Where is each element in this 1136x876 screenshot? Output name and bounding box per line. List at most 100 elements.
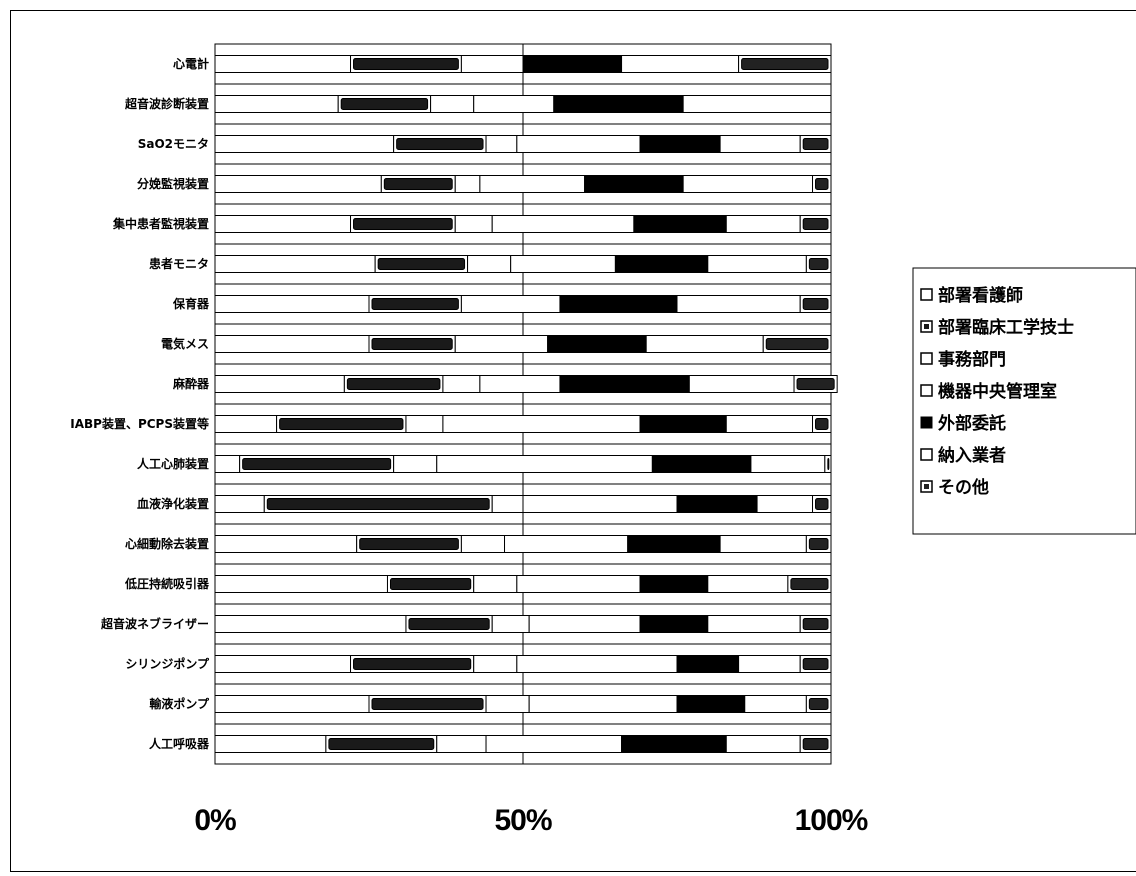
category-label: 保育器 <box>172 296 210 311</box>
bar-segment <box>460 535 506 553</box>
category-label: 血液浄化装置 <box>137 496 209 511</box>
category-label: 超音波診断装置 <box>124 96 209 111</box>
legend-swatch <box>920 416 933 429</box>
bar-segment-fill <box>802 738 829 750</box>
bar-segment <box>682 95 832 113</box>
legend-label: 部署看護師 <box>938 285 1023 306</box>
bar-segment <box>522 55 623 73</box>
bar-segment <box>442 415 641 433</box>
bar-segment <box>676 695 746 713</box>
bar-segment <box>214 495 265 513</box>
bar-segment-fill <box>802 298 829 310</box>
category-label: 電気メス <box>161 336 209 351</box>
bar-segment <box>214 415 278 433</box>
bar-segment-fill <box>808 698 829 710</box>
bar-segment <box>738 655 801 673</box>
bar-segment <box>214 655 352 673</box>
bar-segment <box>214 455 241 473</box>
bar-segment <box>651 455 752 473</box>
bar-segment <box>756 495 814 513</box>
bar-segment <box>214 735 327 753</box>
bar-segment <box>522 495 678 513</box>
bar-segment <box>547 335 647 353</box>
bar-segment <box>614 255 709 273</box>
category-label: シリンジポンプ <box>125 656 210 671</box>
bar-segment <box>725 415 814 433</box>
bar-segment-fill <box>802 218 829 230</box>
bar-segment <box>645 335 764 353</box>
bar-segment <box>214 175 382 193</box>
bar-segment <box>460 55 524 73</box>
legend-swatch <box>920 288 933 301</box>
bar-segment-fill <box>802 138 829 150</box>
bar-segment-fill <box>802 658 829 670</box>
bar-segment <box>639 135 721 153</box>
bar-segment <box>479 175 586 193</box>
bar-segment <box>436 735 487 753</box>
bar-segment <box>688 375 795 393</box>
legend-label: 機器中央管理室 <box>938 381 1057 402</box>
legend-label: 外部委託 <box>938 413 1006 434</box>
bar-segment <box>491 495 524 513</box>
legend-swatch-fill <box>924 484 929 489</box>
bar-segment <box>676 655 740 673</box>
bar-segment-fill <box>796 378 835 390</box>
bar-segment-fill <box>353 218 453 230</box>
bar-segment <box>214 695 370 713</box>
bar-segment <box>214 95 339 113</box>
bar-segment-fill <box>346 378 441 390</box>
bar-segment-fill <box>741 58 829 70</box>
bar-segment <box>639 615 709 633</box>
bar-segment <box>491 215 635 233</box>
bar-segment <box>436 455 653 473</box>
legend-swatch-fill <box>924 324 929 329</box>
bar-segment <box>473 95 555 113</box>
bar-segment <box>473 655 518 673</box>
bar-segment <box>454 175 481 193</box>
bar-segment <box>454 215 493 233</box>
bar-segment <box>553 95 684 113</box>
bar-segment <box>750 455 826 473</box>
bar-segment <box>676 295 801 313</box>
bar-segment <box>393 455 438 473</box>
bar-segment <box>719 535 807 553</box>
bar-segment-fill <box>266 498 490 510</box>
bar-segment-fill <box>279 418 404 430</box>
legend-label: 事務部門 <box>938 349 1006 370</box>
bar-segment <box>485 695 530 713</box>
bar-segment <box>639 415 727 433</box>
bar-segment <box>467 255 512 273</box>
bar-segment <box>214 135 395 153</box>
category-label: 超音波ネブライザー <box>100 616 209 631</box>
legend-label: 部署臨床工学技士 <box>938 317 1074 338</box>
bar-segment <box>725 215 801 233</box>
bar-segment <box>707 575 789 593</box>
bar-segment-fill <box>808 258 829 270</box>
bar-segment <box>214 55 352 73</box>
legend-swatch <box>920 448 933 461</box>
bar-segment <box>214 535 358 553</box>
bar-segment <box>719 135 801 153</box>
category-label: 集中患者監視装置 <box>112 216 209 231</box>
category-label: 低圧持続吸引器 <box>124 576 210 591</box>
bar-segment <box>676 495 758 513</box>
bar-segment <box>725 735 801 753</box>
bar-segment <box>528 695 678 713</box>
bar-segment <box>214 255 376 273</box>
x-tick-label: 0% <box>194 804 236 837</box>
category-label: 麻酔器 <box>172 376 210 391</box>
bar-segment-fill <box>383 178 453 190</box>
bar-segment-fill <box>396 138 484 150</box>
category-label: SaO2モニタ <box>138 137 209 151</box>
bar-segment <box>405 415 444 433</box>
bar-segment <box>460 295 561 313</box>
bar-segment-fill <box>389 578 472 590</box>
bar-segment-fill <box>359 538 459 550</box>
bar-segment <box>214 375 345 393</box>
x-tick-label: 50% <box>494 804 551 837</box>
bar-segment-fill <box>371 298 459 310</box>
bar-segment <box>504 535 629 553</box>
bar-segment <box>214 215 352 233</box>
bar-segment-fill <box>340 98 429 110</box>
